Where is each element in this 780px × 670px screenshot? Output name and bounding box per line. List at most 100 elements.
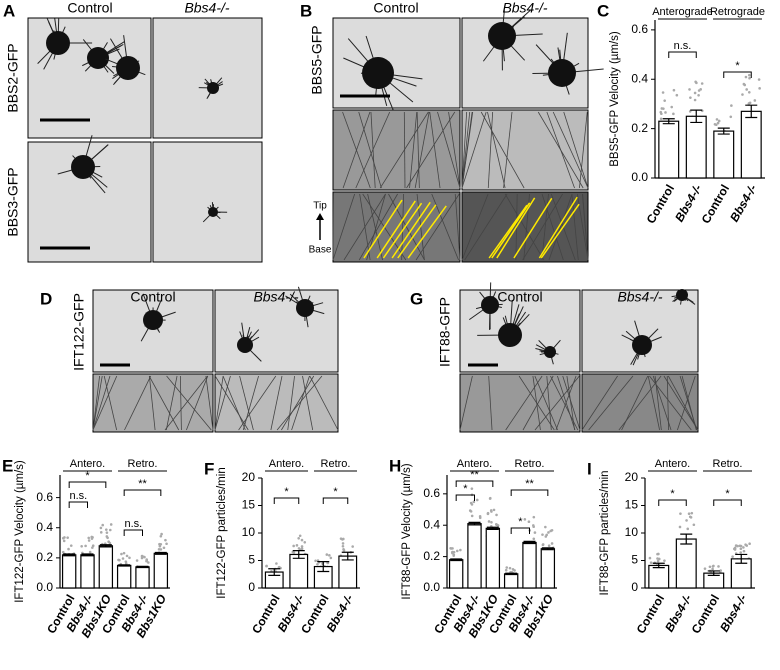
kymo-streak <box>401 193 405 261</box>
panel-letter: C <box>597 1 609 20</box>
kymo-streak <box>518 375 555 431</box>
group-label: Retro. <box>128 458 158 470</box>
kymo-streak <box>238 375 277 431</box>
scatter-dot-decor <box>486 512 490 516</box>
panel-letter: A <box>3 1 15 20</box>
scatter-dot-decor <box>541 543 545 546</box>
kymo-streak <box>332 193 356 261</box>
scatter-dot-decor <box>714 123 718 127</box>
significance-label: ** <box>525 478 534 490</box>
scatter-dot-decor <box>122 551 126 555</box>
kymo-streak <box>579 111 588 189</box>
error-bar <box>317 561 330 573</box>
error-bar <box>486 526 499 531</box>
scatter-dot-decor <box>455 549 459 553</box>
kymo-streak <box>677 375 696 431</box>
scatter-dot-decor <box>341 542 345 545</box>
error-bar <box>680 533 693 545</box>
column-label: Bbs4-/- <box>184 0 229 16</box>
scatter-dot-decor <box>470 487 474 490</box>
scatter-dot-decor <box>135 559 139 562</box>
bar <box>98 545 114 589</box>
kymo-streak <box>92 375 118 431</box>
kymo-streak <box>406 111 456 189</box>
panel-letter: I <box>587 459 592 478</box>
significance-bracket <box>510 527 530 534</box>
significance-label: n.s. <box>674 40 692 52</box>
kymo-streak <box>461 193 489 261</box>
kymo-streak <box>222 375 246 431</box>
scatter-dot-decor <box>159 534 163 538</box>
kymo-streak <box>461 111 474 189</box>
y-axis-label: BBS5-GFP Velocity (µm/s) <box>609 31 621 167</box>
error-bar <box>341 551 354 561</box>
scatter-dot-decor <box>67 547 70 551</box>
group-label: Retro. <box>515 458 545 470</box>
group-label: Retro. <box>713 458 743 470</box>
significance-label: * <box>333 486 338 498</box>
scatter-dot-decor <box>495 513 498 517</box>
significance-label: * <box>725 488 730 500</box>
kymo-streak <box>148 375 156 431</box>
kymo-streak <box>416 111 420 189</box>
scatter-dot-decor <box>544 525 547 529</box>
scatter-dot-decor <box>731 555 734 558</box>
error-bar <box>81 553 94 557</box>
scatter-dot-decor <box>452 554 456 557</box>
kymo-streak <box>459 375 473 431</box>
kymo-streak <box>179 375 182 431</box>
kymo-streak <box>358 111 382 189</box>
bar <box>153 552 169 589</box>
scatter-dot-decor <box>342 548 346 552</box>
error-bar <box>136 565 149 569</box>
scatter-dot-decor <box>316 562 319 566</box>
column-label: Control <box>497 289 542 305</box>
significance-bracket <box>668 51 697 58</box>
kymo-streak <box>534 375 558 431</box>
scatter-dot-decor <box>659 110 663 114</box>
error-bar <box>745 104 758 119</box>
scatter-dot-decor <box>459 548 462 552</box>
scatter-dot-decor <box>753 99 757 102</box>
scatter-dot-decor <box>297 536 300 540</box>
scatter-dot-decor <box>716 121 720 125</box>
bar <box>116 564 132 589</box>
scatter-dot-decor <box>686 527 690 531</box>
kymo-streak <box>505 375 543 431</box>
y-tick-label: 0.0 <box>631 170 648 184</box>
y-tick-label: 0.4 <box>631 71 648 85</box>
panel-letter: G <box>410 289 423 308</box>
bar <box>740 110 762 179</box>
scatter-dot-decor <box>739 547 743 551</box>
scatter-dot-decor <box>87 539 91 542</box>
scatter-dot-decor <box>678 525 682 529</box>
significance-bracket <box>123 529 143 536</box>
scatter-dot-decor <box>292 544 295 548</box>
kymo-streak <box>214 375 231 431</box>
scatter-dot-decor <box>326 561 329 565</box>
column-label: Control <box>373 0 418 16</box>
cell <box>481 296 499 314</box>
panel-letter: D <box>40 289 52 308</box>
cell <box>362 57 394 89</box>
scatter-dot-decor <box>160 532 163 536</box>
scatter-dot-decor <box>90 537 94 540</box>
kymo-streak <box>621 375 649 431</box>
scatter-dot-decor <box>69 544 73 547</box>
scatter-dot-decor <box>298 534 302 538</box>
scatter-dot-decor <box>451 547 454 550</box>
scatter-dot-decor <box>277 565 281 569</box>
scatter-dot-decor <box>692 523 696 527</box>
bar <box>338 555 358 589</box>
kymo-streak <box>461 111 471 189</box>
scatter-dot-decor <box>742 546 745 549</box>
kymo-trace <box>491 202 531 259</box>
significance-label: n.s. <box>69 490 87 502</box>
kymo-streak <box>647 375 660 431</box>
scatter-dot-decor <box>715 118 719 121</box>
kymo-streak <box>342 111 371 189</box>
scatter-dot-decor <box>649 561 653 564</box>
kymo-streak <box>437 111 461 189</box>
kymo-streak <box>566 375 575 431</box>
